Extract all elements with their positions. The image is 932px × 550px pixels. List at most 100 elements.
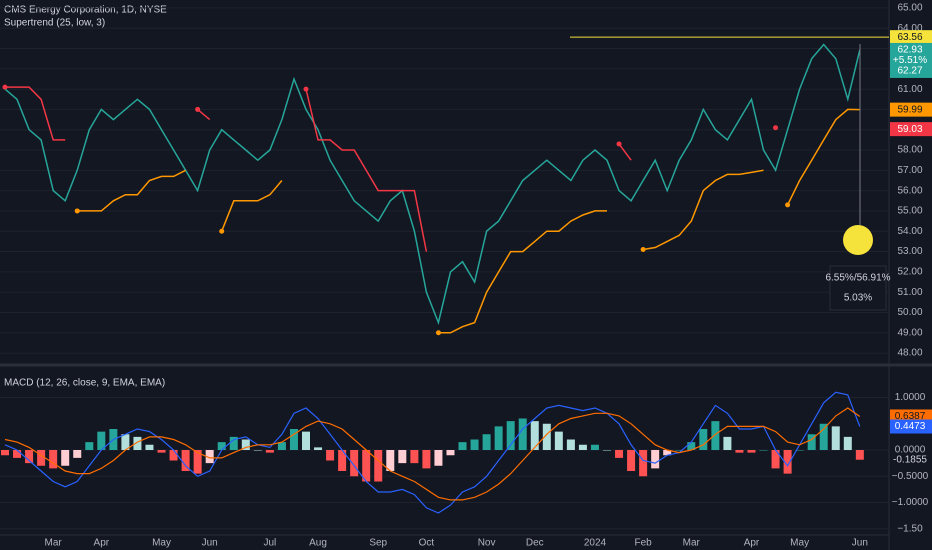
measure-box (829, 265, 887, 311)
y-tick-label: 1.0000 (895, 392, 926, 403)
y-tick-label: 0.0000 (895, 445, 926, 456)
histogram-bar (747, 450, 756, 453)
histogram-bar (482, 434, 491, 451)
histogram-bar (675, 450, 684, 451)
measure-tool (829, 44, 887, 311)
histogram-bar (783, 450, 792, 474)
value-label: 0.4473 (895, 421, 926, 432)
x-tick-label: Feb (635, 538, 653, 549)
histogram-bar (470, 439, 479, 451)
value-label-box (890, 419, 932, 434)
x-tick-label: Jun (852, 538, 868, 549)
trend-start-dot (303, 86, 309, 92)
y-tick-label: 64.00 (897, 23, 922, 34)
trend-start-dot (785, 202, 791, 208)
histogram-bar (338, 450, 347, 472)
histogram-bar (506, 421, 515, 451)
histogram-bar (145, 444, 154, 451)
histogram-bar (699, 429, 708, 451)
series-line (77, 108, 860, 334)
histogram-bar (458, 442, 467, 451)
x-tick-label: Mar (45, 538, 63, 549)
histogram-bar (241, 439, 250, 451)
value-label: 0.6387 (895, 411, 926, 422)
histogram-bar (326, 450, 335, 461)
histogram-bar (229, 436, 238, 451)
y-tick-label: 54.00 (897, 226, 922, 237)
histogram-bar (217, 442, 226, 451)
x-tick-label: Apr (94, 538, 110, 549)
trend-start-dot (74, 208, 80, 214)
histogram-bar (831, 426, 840, 451)
histogram-bar (37, 450, 46, 466)
histogram-bar (554, 431, 563, 451)
histogram-bar (277, 442, 286, 451)
histogram-bar (590, 444, 599, 451)
y-tick-label: 48.00 (897, 348, 922, 359)
histogram-bar (362, 450, 371, 482)
y-tick-label: 52.00 (897, 266, 922, 277)
histogram-bar (410, 450, 419, 464)
trend-start-dot (2, 84, 8, 90)
histogram-bar (386, 450, 395, 472)
histogram-bar (795, 450, 804, 451)
measure-text: 5.03% (844, 293, 872, 304)
trend-start-dot (219, 228, 225, 234)
y-tick-label: 58.00 (897, 145, 922, 156)
series-line (4, 391, 861, 514)
x-tick-label: Mar (683, 538, 701, 549)
histogram-bar (422, 450, 431, 469)
y-tick-label: 51.00 (897, 287, 922, 298)
histogram-bar (819, 423, 828, 451)
histogram-bar (1, 450, 9, 456)
y-tick-label: −1.50 (897, 523, 923, 534)
x-tick-label: Nov (478, 538, 496, 549)
series-line (4, 407, 861, 501)
histogram-bar (627, 450, 636, 472)
price-label-box (890, 122, 932, 137)
histogram-bar (193, 450, 202, 474)
y-tick-label: −0.5000 (892, 471, 929, 482)
y-tick-label: 50.00 (897, 307, 922, 318)
value-label: -0.1855 (893, 454, 927, 465)
histogram-bar (723, 436, 732, 451)
last-change: +5.51% (893, 55, 927, 66)
x-tick-label: 2024 (584, 538, 607, 549)
x-tick-label: Jun (202, 538, 218, 549)
histogram-bar (518, 418, 527, 451)
histogram-bar (446, 450, 455, 456)
x-tick-label: Jul (263, 538, 276, 549)
histogram-bar (73, 450, 82, 458)
histogram-bar (133, 436, 142, 451)
histogram-bar (759, 450, 768, 451)
price-label-box (890, 102, 932, 117)
x-tick-label: Sep (369, 538, 387, 549)
trend-start-dot (773, 125, 779, 131)
y-tick-label: 61.00 (897, 84, 922, 95)
histogram-bar (735, 450, 744, 453)
trend-start-dot (640, 247, 646, 253)
y-tick-label: 53.00 (897, 246, 922, 257)
value-label-box (890, 452, 932, 467)
histogram-bar (121, 434, 130, 451)
y-tick-label: 65.00 (897, 3, 922, 14)
histogram-bar (13, 450, 22, 458)
histogram-bar (85, 442, 94, 451)
x-tick-label: Oct (419, 538, 435, 549)
x-tick-label: May (790, 538, 809, 549)
histogram-bar (25, 450, 34, 464)
histogram-bar (663, 450, 672, 456)
histogram-bar (434, 450, 443, 466)
histogram-bar (265, 450, 274, 453)
price-label-box (890, 30, 932, 45)
histogram-bar (253, 450, 262, 451)
histogram-bar (398, 450, 407, 464)
histogram-bar (350, 450, 359, 477)
histogram-bar (302, 431, 310, 451)
chart-title: CMS Energy Corporation, 1D, NYSE (4, 5, 167, 16)
histogram-bar (205, 450, 214, 464)
trend-start-dot (195, 106, 201, 112)
histogram-bar (687, 442, 696, 451)
y-tick-label: 55.00 (897, 206, 922, 217)
